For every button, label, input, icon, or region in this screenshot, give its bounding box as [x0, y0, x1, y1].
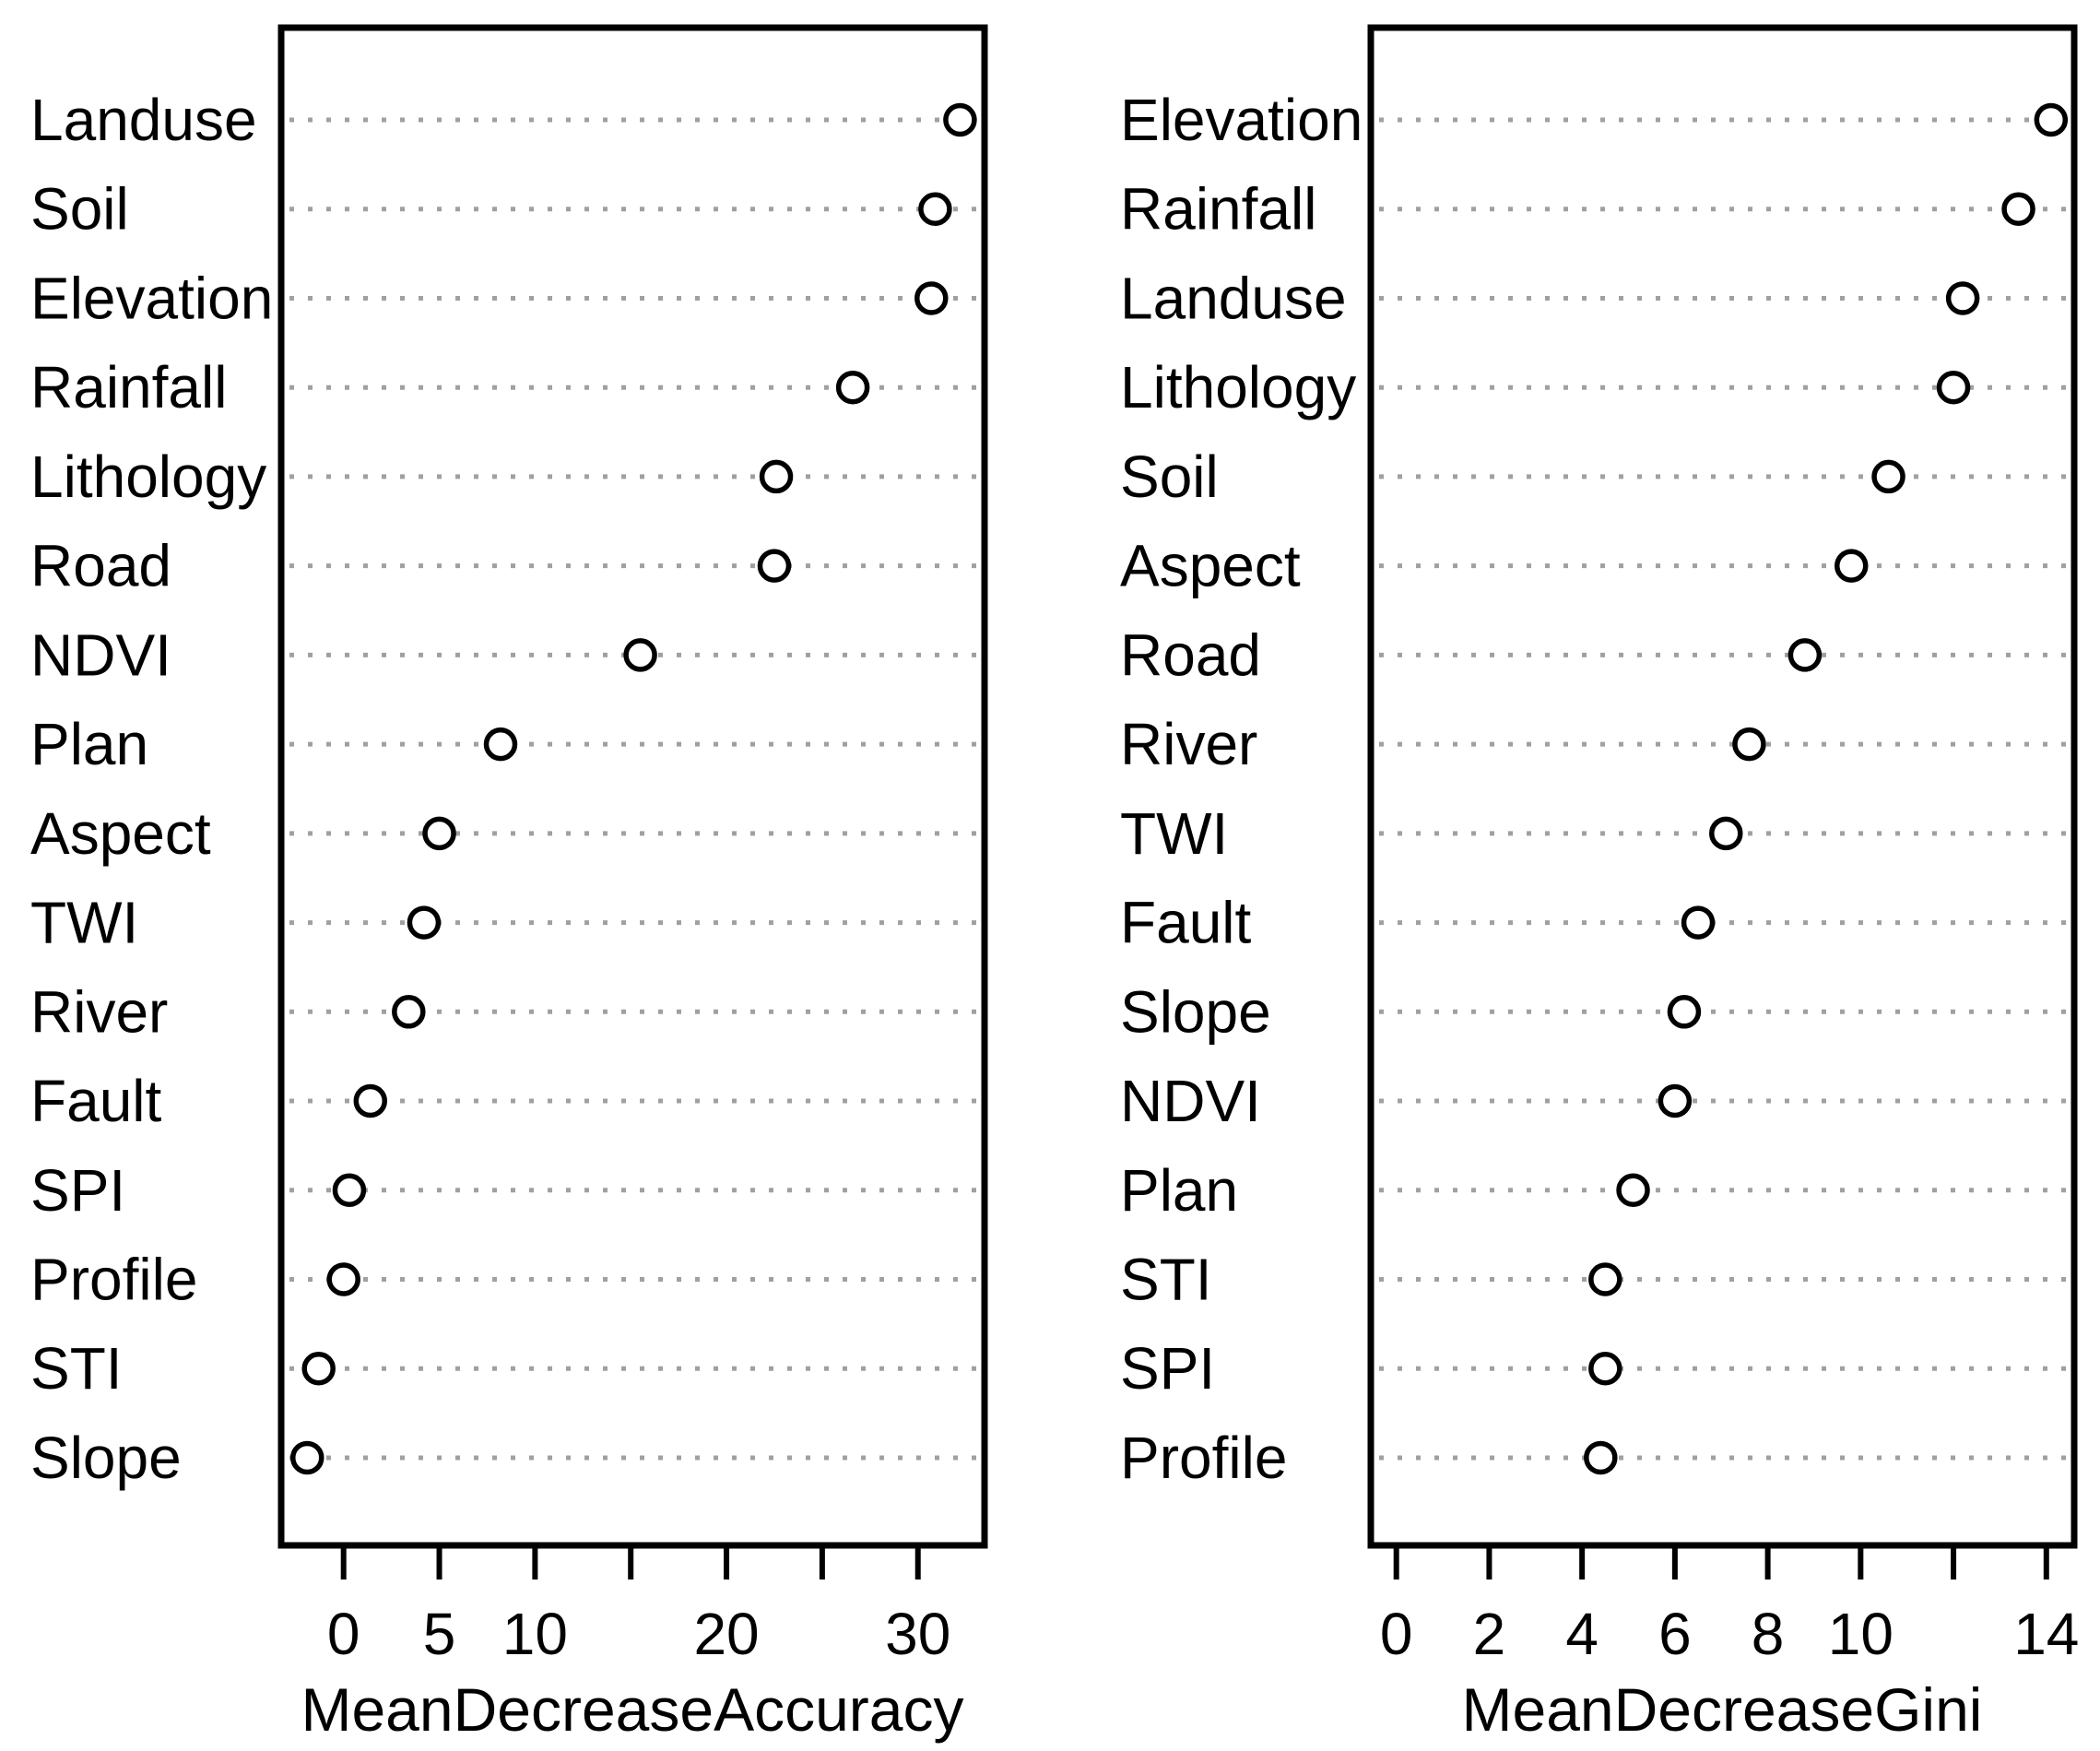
data-point-fault [353, 1083, 388, 1118]
tick-label-8: 8 [1752, 1601, 1785, 1667]
data-point-ndvi [623, 638, 657, 672]
data-point-river [1732, 727, 1766, 762]
data-point-river [392, 995, 426, 1029]
data-point-sti [1588, 1262, 1622, 1296]
data-point-sti [301, 1351, 336, 1386]
category-label-sti: STI [1120, 1246, 1212, 1312]
x-axis-title-accuracy: MeanDecreaseAccuracy [301, 1675, 964, 1744]
category-label-river: River [1120, 711, 1257, 777]
tick-label-0: 0 [1380, 1601, 1413, 1667]
x-axis-title-gini: MeanDecreaseGini [1461, 1675, 1983, 1744]
category-label-landuse: Landuse [30, 87, 257, 153]
data-point-spi [1588, 1351, 1622, 1386]
category-label-landuse: Landuse [1120, 265, 1347, 331]
data-point-plan [1616, 1173, 1650, 1208]
category-label-soil: Soil [1120, 444, 1219, 510]
category-label-plan: Plan [1120, 1157, 1238, 1224]
data-point-soil [918, 192, 952, 226]
data-point-rainfall [835, 370, 870, 405]
tick-label-0: 0 [327, 1601, 360, 1667]
category-label-rainfall: Rainfall [1120, 176, 1316, 243]
category-label-sti: STI [30, 1335, 123, 1402]
category-label-profile: Profile [30, 1246, 197, 1312]
category-label-slope: Slope [1120, 978, 1271, 1045]
category-label-rainfall: Rainfall [30, 354, 227, 420]
category-label-road: Road [1120, 621, 1261, 688]
data-point-twi [407, 905, 442, 940]
category-label-spi: SPI [1120, 1335, 1215, 1402]
tick-label-20: 20 [693, 1601, 759, 1667]
panel-meandecreasegini: Elevation Rainfall Landuse Lithology Soil Asp… [1120, 24, 2079, 1667]
data-point-slope [1667, 995, 1702, 1029]
category-label-elevation: Elevation [1120, 87, 1363, 153]
category-label-ndvi: NDVI [30, 621, 171, 688]
data-point-soil [1871, 459, 1905, 494]
category-label-ndvi: NDVI [1120, 1068, 1261, 1134]
data-point-aspect [422, 816, 456, 851]
tick-label-30: 30 [885, 1601, 950, 1667]
category-label-road: Road [30, 533, 171, 599]
data-point-profile [326, 1262, 360, 1296]
data-point-twi [1709, 816, 1743, 851]
tick-label-10: 10 [502, 1601, 568, 1667]
data-point-elevation [914, 281, 949, 315]
tick-label-14: 14 [2013, 1601, 2079, 1667]
category-label-aspect: Aspect [1120, 533, 1301, 599]
data-point-landuse [943, 102, 977, 137]
data-point-lithology [1936, 370, 1971, 405]
category-label-river: River [30, 978, 168, 1045]
data-point-profile [1584, 1440, 1618, 1475]
category-label-twi: TWI [1120, 800, 1228, 867]
data-point-plan [483, 727, 518, 762]
panel-meandecreaseaccuracy: Landuse Soil Elevation Rainfall Lithology Roa… [30, 24, 988, 1667]
category-label-fault: Fault [30, 1068, 162, 1134]
data-point-lithology [759, 459, 794, 494]
data-point-spi [332, 1173, 367, 1208]
plot-box [1367, 24, 2078, 1549]
category-label-elevation: Elevation [30, 265, 273, 331]
data-point-road [757, 549, 792, 583]
tick-label-6: 6 [1658, 1601, 1692, 1667]
category-label-slope: Slope [30, 1425, 182, 1491]
category-label-plan: Plan [30, 711, 148, 777]
tick-label-2: 2 [1473, 1601, 1506, 1667]
category-label-aspect: Aspect [30, 800, 211, 867]
tick-label-5: 5 [423, 1601, 456, 1667]
category-label-fault: Fault [1120, 890, 1252, 956]
category-label-profile: Profile [1120, 1425, 1287, 1491]
tick-label-4: 4 [1565, 1601, 1599, 1667]
data-point-landuse [1945, 281, 1980, 315]
data-point-fault [1681, 905, 1716, 940]
data-point-rainfall [2001, 192, 2035, 226]
plot-box [277, 24, 988, 1549]
data-point-slope [289, 1440, 324, 1475]
category-label-spi: SPI [30, 1157, 125, 1224]
category-label-lithology: Lithology [30, 444, 266, 510]
category-label-soil: Soil [30, 176, 129, 243]
category-label-twi: TWI [30, 890, 138, 956]
data-point-aspect [1835, 549, 1869, 583]
category-label-lithology: Lithology [1120, 354, 1356, 420]
data-point-elevation [2034, 102, 2069, 137]
data-point-road [1787, 638, 1823, 672]
tick-label-10: 10 [1828, 1601, 1894, 1667]
data-point-ndvi [1658, 1083, 1693, 1118]
